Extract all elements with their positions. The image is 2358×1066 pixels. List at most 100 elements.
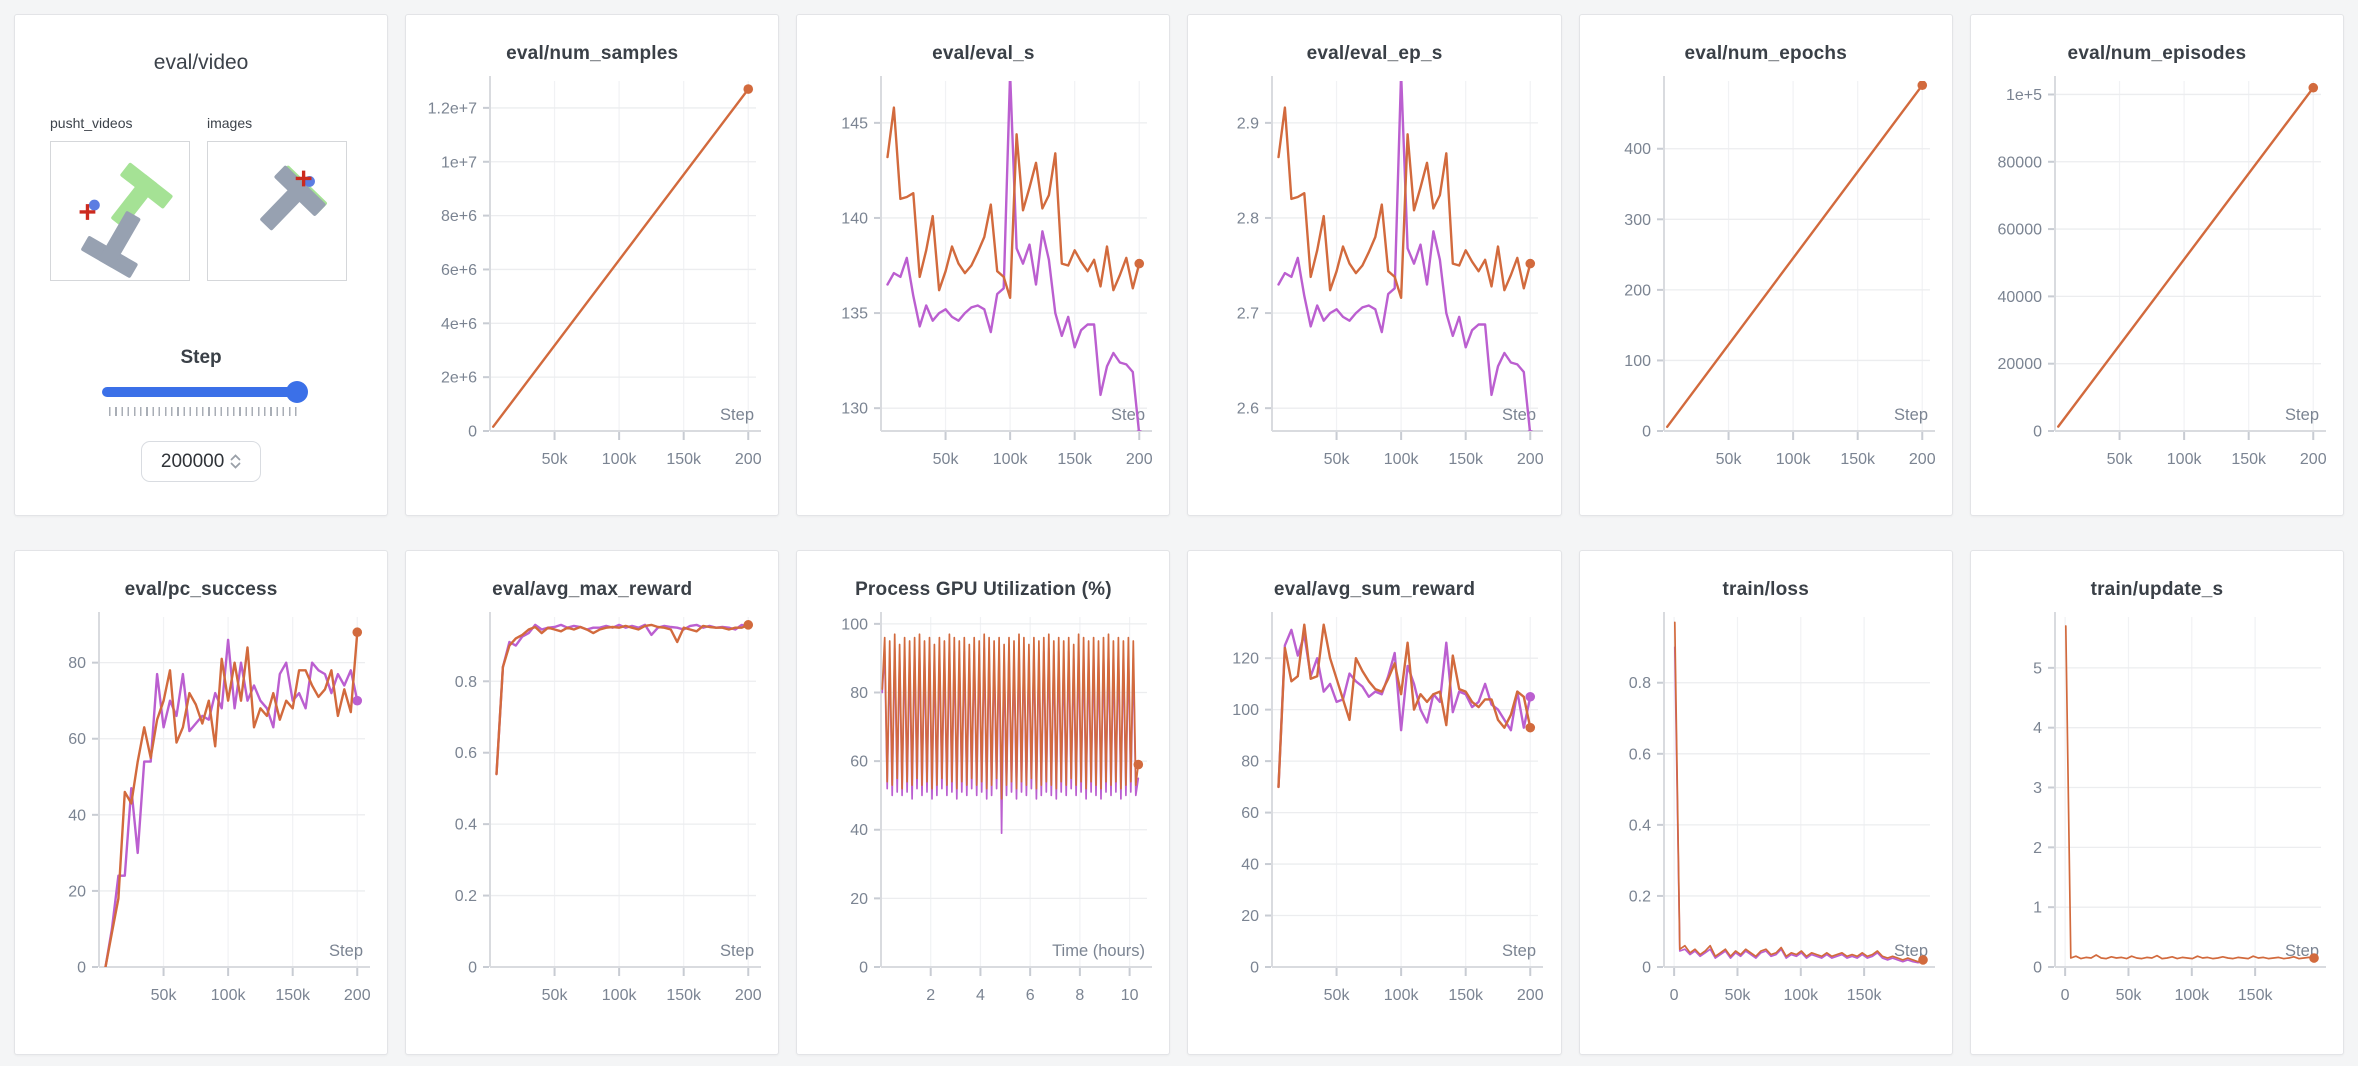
chart-num-episodes[interactable]: 0 20000 40000 60000 80000 1e+5 50k 100k 150k 200 S… (1971, 67, 2343, 509)
svg-text:80: 80 (851, 685, 869, 702)
gray-t-shape (260, 165, 327, 231)
chart-gpu-utilization[interactable]: 0 20 40 60 80 100 2 4 6 8 10 Time (hours) (797, 603, 1169, 1045)
svg-text:50k: 50k (2115, 987, 2142, 1004)
svg-text:100: 100 (1624, 353, 1651, 370)
step-stepper[interactable] (230, 454, 241, 469)
svg-text:150k: 150k (666, 451, 702, 468)
chart-title: eval/pc_success (124, 579, 278, 600)
images-thumbnail[interactable] (207, 141, 347, 281)
target-cross-icon (79, 204, 96, 220)
svg-text:50k: 50k (2106, 451, 2133, 468)
svg-text:50k: 50k (542, 987, 569, 1004)
chevron-down-icon[interactable] (230, 462, 241, 469)
svg-text:8: 8 (1076, 987, 1085, 1004)
panel-gpu-utilization: Process GPU Utilization (%) 0 20 40 60 80 100… (796, 550, 1171, 1055)
panel-eval-pc-success: eval/pc_success 0 20 40 60 80 50k 100k 150k 200 S… (14, 550, 389, 1055)
svg-text:150k: 150k (1846, 987, 1882, 1004)
svg-text:200: 200 (1624, 282, 1651, 299)
chart-num-samples[interactable]: 0 2e+6 4e+6 6e+6 8e+6 1e+7 1.2e+7 50k 100k 150k 20… (406, 67, 778, 509)
panel-eval-num-samples: eval/num_samples 0 2e+6 4e+6 6e+6 8e+6 1e+7 1.… (405, 14, 780, 516)
svg-text:Step: Step (1503, 406, 1537, 424)
svg-text:200: 200 (1517, 987, 1544, 1004)
svg-text:0: 0 (859, 960, 868, 977)
panel-eval-avg-max-reward: eval/avg_max_reward 0 0.2 0.4 0.6 0.8 50k 100k… (405, 550, 780, 1055)
svg-text:4: 4 (976, 987, 985, 1004)
chart-avg-max-reward[interactable]: 0 0.2 0.4 0.6 0.8 50k 100k 150k 200 Step (406, 603, 778, 1045)
svg-text:60: 60 (1242, 805, 1260, 822)
step-value[interactable]: 200000 (160, 450, 225, 472)
chart-num-epochs[interactable]: 0 100 200 300 400 50k 100k 150k 200 Step (1580, 67, 1952, 509)
svg-text:150k: 150k (2231, 451, 2267, 468)
target-cross-icon (295, 170, 312, 187)
step-value-input[interactable]: 200000 (141, 441, 262, 482)
svg-text:2.6: 2.6 (1237, 401, 1259, 418)
panel-train-loss: train/loss 0 0.2 0.4 0.6 0.8 0 50k 100k 150k Step (1578, 550, 1953, 1055)
svg-text:150k: 150k (1449, 451, 1485, 468)
chart-eval-ep-s[interactable]: 2.6 2.7 2.8 2.9 50k 100k 150k 200 Step (1188, 67, 1560, 509)
svg-text:80: 80 (1242, 754, 1260, 771)
chart-train-loss[interactable]: 0 0.2 0.4 0.6 0.8 0 50k 100k 150k Step (1580, 603, 1952, 1045)
svg-text:2.9: 2.9 (1237, 115, 1259, 132)
svg-text:300: 300 (1624, 212, 1651, 229)
svg-text:135: 135 (842, 306, 869, 323)
chart-eval-s[interactable]: 130 135 140 145 50k 100k 150k 200 Step (797, 67, 1169, 509)
chart-title: eval/avg_sum_reward (1273, 579, 1476, 600)
panel-eval-eval-s: eval/eval_s 130 135 140 145 50k 100k 150k 200 St… (796, 14, 1171, 516)
svg-text:100k: 100k (602, 451, 638, 468)
svg-text:150k: 150k (2238, 987, 2274, 1004)
svg-text:60: 60 (851, 754, 869, 771)
step-slider[interactable] (102, 381, 308, 403)
svg-text:0.4: 0.4 (455, 817, 477, 834)
svg-text:60000: 60000 (1997, 222, 2042, 239)
svg-text:40: 40 (1242, 857, 1260, 874)
svg-text:145: 145 (842, 115, 869, 132)
video-thumb-label: pusht_videos (50, 115, 133, 131)
svg-text:2.7: 2.7 (1237, 306, 1259, 323)
chevron-up-icon[interactable] (230, 454, 241, 461)
svg-text:100k: 100k (1384, 451, 1420, 468)
svg-text:0: 0 (1642, 424, 1651, 441)
pusht-video-thumbnail[interactable] (50, 141, 190, 281)
panel-train-update-s: train/update_s 0 1 2 3 4 5 0 50k 100k 150k Step (1969, 550, 2344, 1055)
svg-text:0.6: 0.6 (1628, 746, 1650, 763)
chart-avg-sum-reward[interactable]: 0 20 40 60 80 100 120 50k 100k 150k 200 Step (1188, 603, 1560, 1045)
svg-text:200: 200 (344, 987, 371, 1004)
chart-train-update-s[interactable]: 0 1 2 3 4 5 0 50k 100k 150k Step (1971, 603, 2343, 1045)
svg-text:100k: 100k (2167, 451, 2203, 468)
svg-text:140: 140 (842, 210, 869, 227)
svg-text:6: 6 (1026, 987, 1035, 1004)
video-panel-title: eval/video (153, 51, 249, 74)
green-t-shape (111, 162, 173, 228)
svg-text:0.8: 0.8 (455, 674, 477, 691)
svg-text:2.8: 2.8 (1237, 210, 1259, 227)
svg-text:1e+5: 1e+5 (2006, 87, 2042, 104)
svg-text:100k: 100k (1384, 987, 1420, 1004)
panel-eval-num-episodes: eval/num_episodes 0 20000 40000 60000 80000 1… (1969, 14, 2344, 516)
svg-text:3: 3 (2033, 780, 2042, 797)
svg-text:0: 0 (468, 960, 477, 977)
svg-text:40000: 40000 (1997, 289, 2042, 306)
svg-text:0.8: 0.8 (1628, 675, 1650, 692)
panel-eval-avg-sum-reward: eval/avg_sum_reward 0 20 40 60 80 100 120 50k 10… (1187, 550, 1562, 1055)
svg-text:0: 0 (77, 960, 86, 977)
svg-text:0.4: 0.4 (1628, 817, 1650, 834)
svg-text:100: 100 (842, 616, 869, 633)
svg-text:50k: 50k (1324, 987, 1351, 1004)
chart-title: eval/num_episodes (2067, 43, 2247, 64)
svg-text:150k: 150k (1058, 451, 1094, 468)
pusht-render (79, 162, 173, 278)
svg-text:5: 5 (2033, 660, 2042, 677)
svg-text:60: 60 (68, 731, 86, 748)
chart-pc-success[interactable]: 0 20 40 60 80 50k 100k 150k 200 Step (15, 603, 387, 1045)
gray-t-shape (81, 211, 141, 278)
svg-text:80: 80 (68, 655, 86, 672)
svg-text:200: 200 (1517, 451, 1544, 468)
svg-text:20: 20 (1242, 908, 1260, 925)
svg-text:Step: Step (1111, 406, 1145, 424)
step-slider-track[interactable] (102, 387, 304, 397)
panel-eval-eval-ep-s: eval/eval_ep_s 2.6 2.7 2.8 2.9 50k 100k 150k 20… (1187, 14, 1562, 516)
svg-text:8e+6: 8e+6 (441, 208, 477, 225)
step-slider-thumb[interactable] (286, 381, 308, 403)
svg-text:100: 100 (1233, 702, 1260, 719)
svg-text:2e+6: 2e+6 (441, 370, 477, 387)
